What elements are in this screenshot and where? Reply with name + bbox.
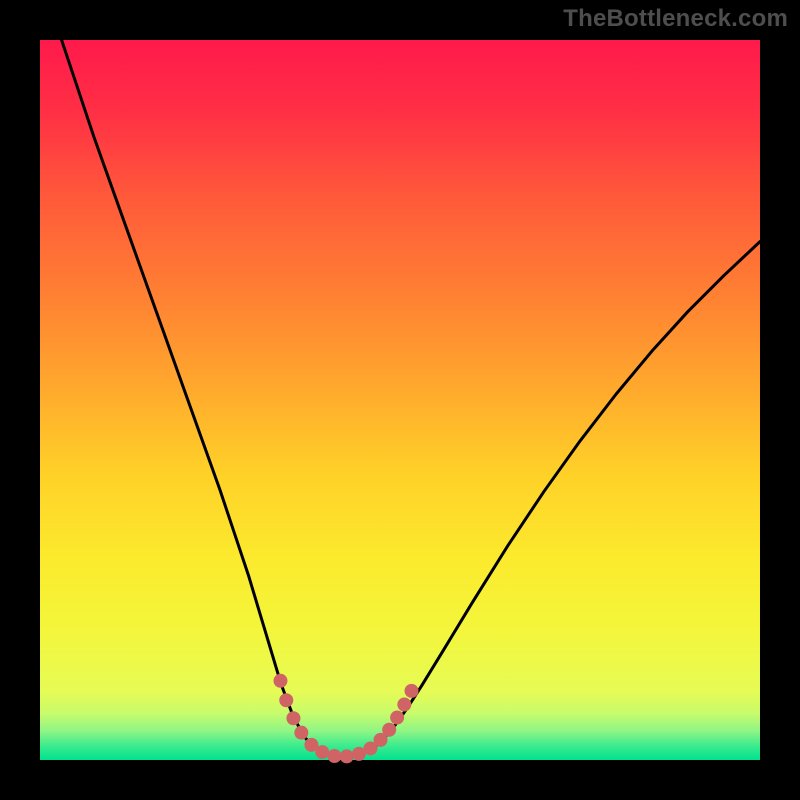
- curve-marker: [390, 711, 404, 725]
- curve-marker: [279, 693, 293, 707]
- curve-marker: [286, 711, 300, 725]
- plot-background: [40, 40, 760, 760]
- curve-marker: [273, 674, 287, 688]
- curve-marker: [405, 684, 419, 698]
- curve-marker: [340, 749, 354, 763]
- curve-marker: [294, 726, 308, 740]
- curve-marker: [315, 745, 329, 759]
- watermark-text: TheBottleneck.com: [563, 5, 788, 33]
- bottleneck-chart: [0, 0, 800, 800]
- curve-marker: [327, 749, 341, 763]
- curve-marker: [382, 723, 396, 737]
- curve-marker: [397, 698, 411, 712]
